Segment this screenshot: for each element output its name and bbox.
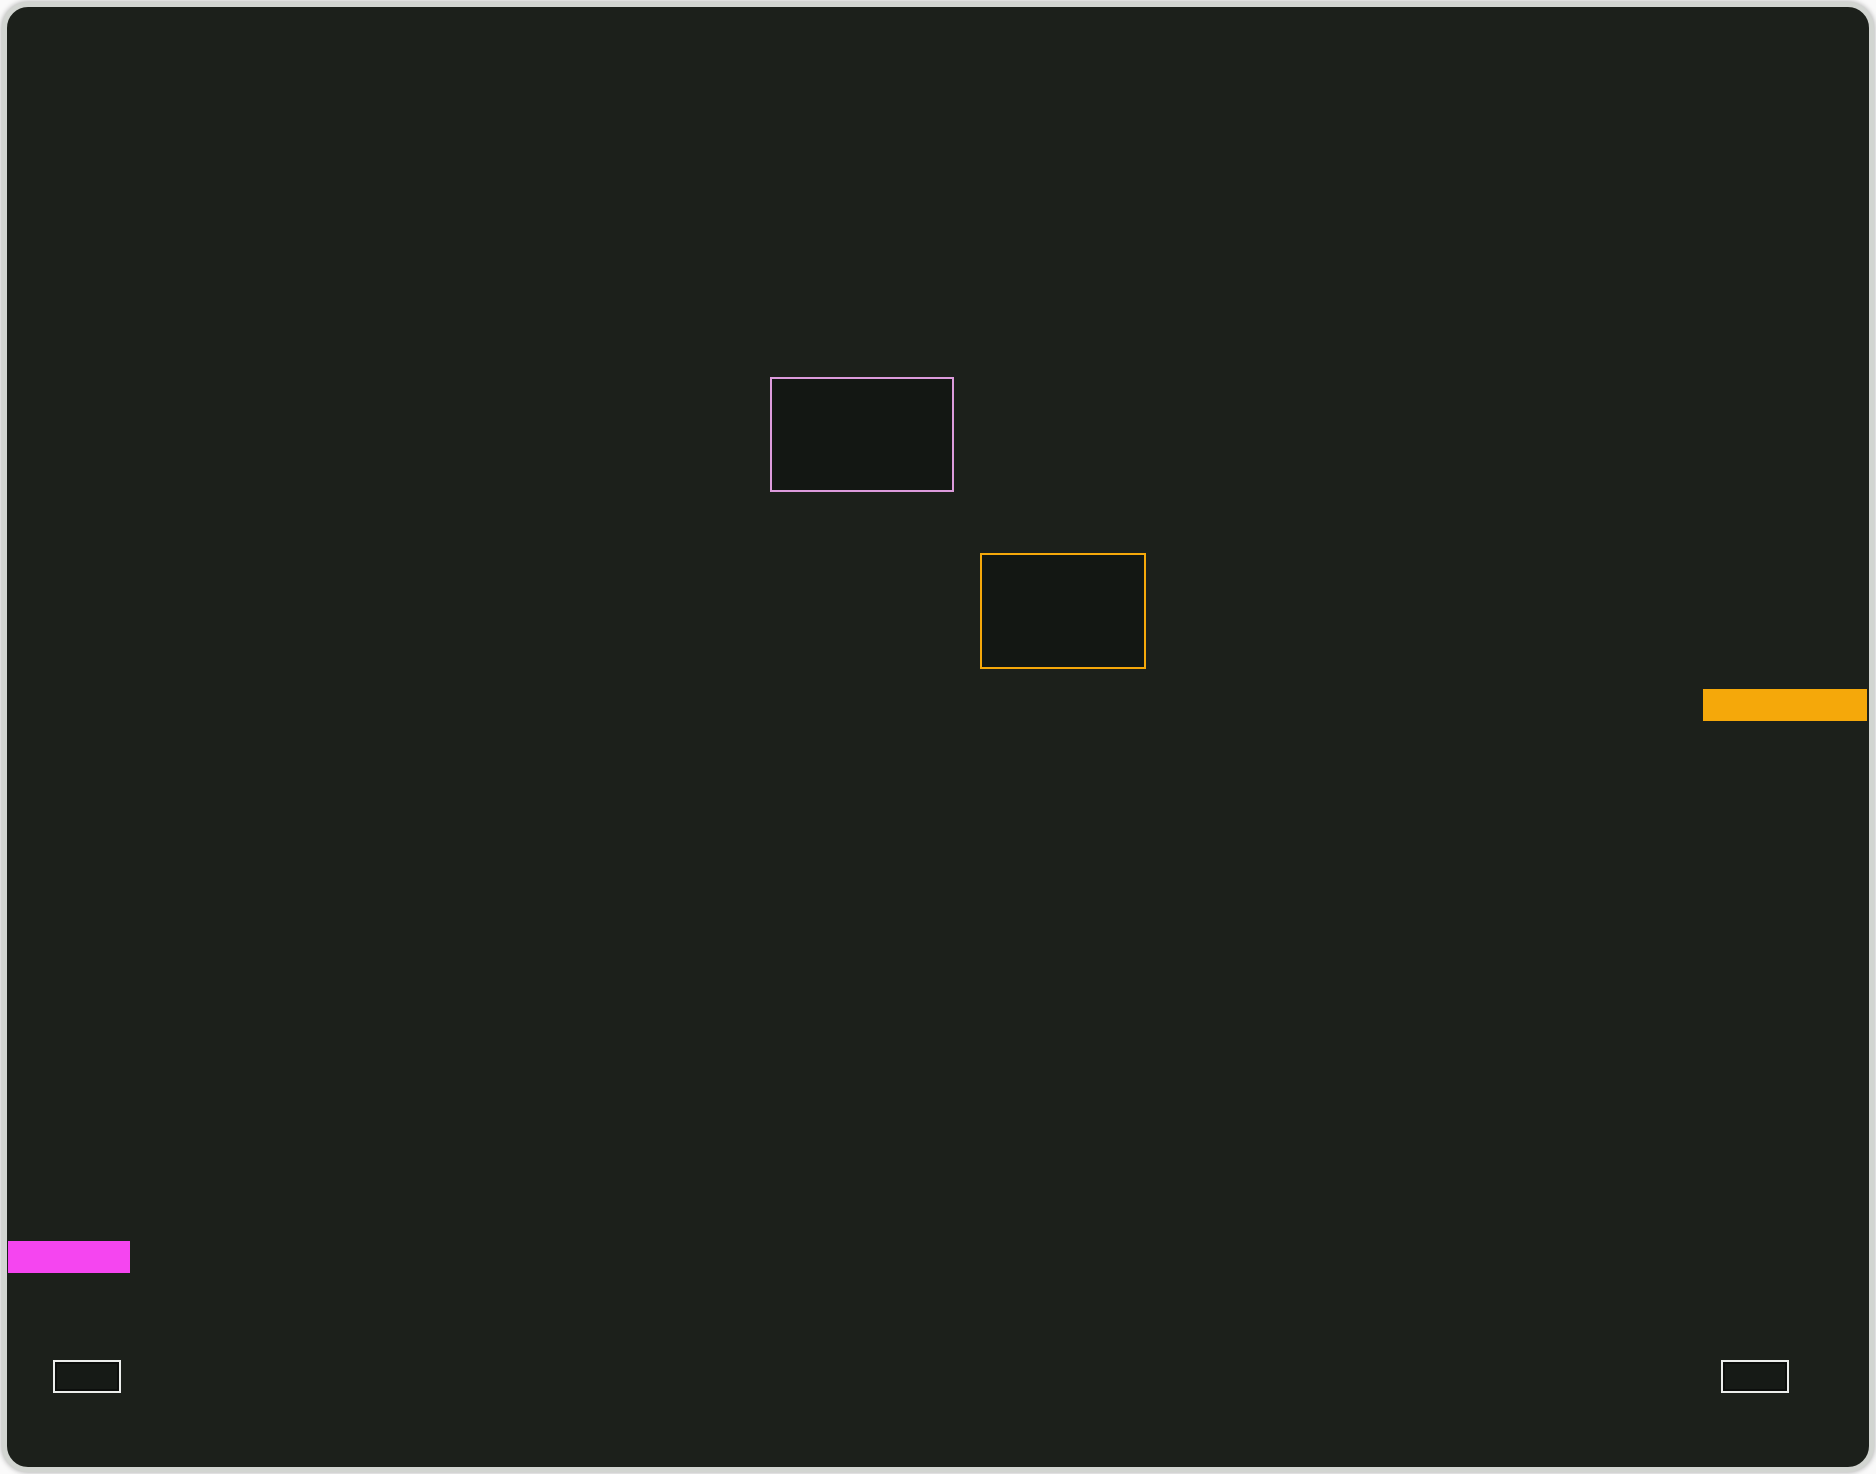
gold-last-price-label (1703, 689, 1867, 721)
left-axis-auto-button[interactable] (53, 1360, 121, 1393)
silver-last-price-label (8, 1241, 130, 1273)
silver-annotation-box[interactable] (770, 377, 954, 492)
gold-annotation-box[interactable] (980, 553, 1146, 669)
right-axis-auto-button[interactable] (1721, 1360, 1789, 1393)
